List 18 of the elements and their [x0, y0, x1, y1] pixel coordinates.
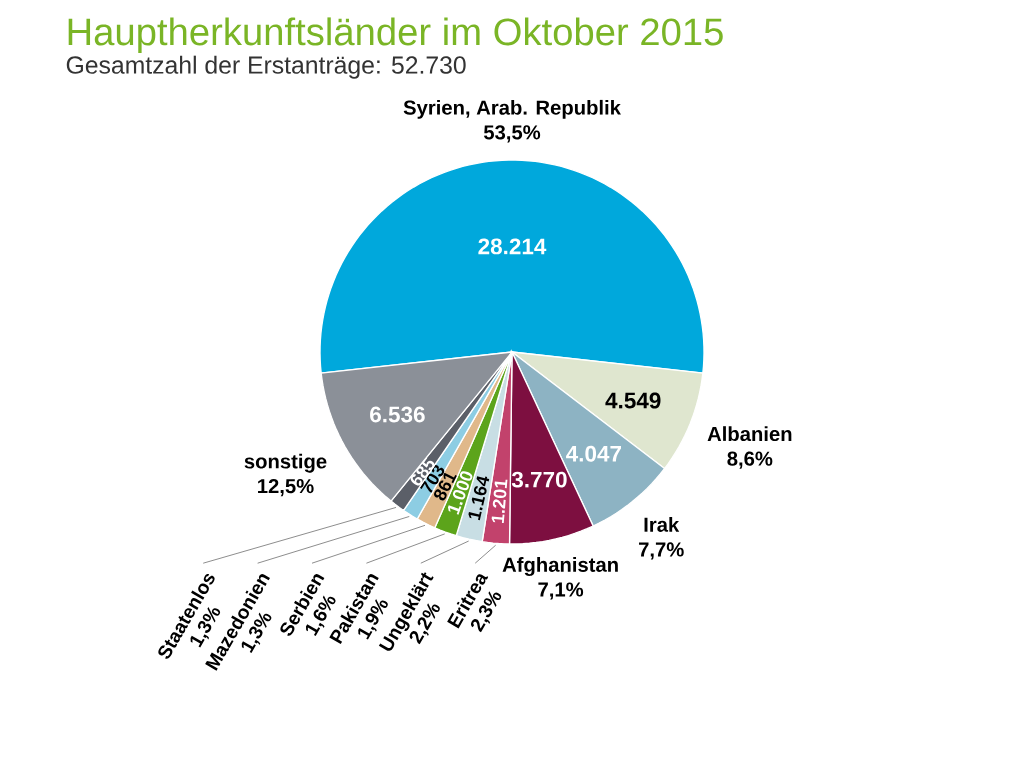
- data-label: 3.770: [511, 471, 567, 488]
- text: 8,6%: [727, 451, 773, 469]
- data-label: 1.201: [491, 479, 508, 524]
- chart-subtitle: Gesamtzahl der Erstanträge: 52.730: [66, 55, 466, 79]
- slice-label: Syrien, Arab. Republik: [403, 99, 621, 119]
- data-label: 4.047: [566, 445, 622, 462]
- text: 7,7%: [639, 542, 684, 560]
- slice-label: Afghanistan: [502, 557, 618, 577]
- data-label: 6.536: [370, 406, 425, 423]
- text: 12,5%: [258, 478, 314, 497]
- slice-label: Irak: [644, 517, 680, 532]
- data-label: 28.214: [478, 238, 547, 255]
- slice-label: sonstige: [244, 453, 327, 473]
- chart-title: Hauptherkunftsländer im Oktober 2015: [68, 17, 723, 54]
- text: 7,1%: [538, 582, 584, 600]
- text: 53,5%: [483, 125, 541, 143]
- slice-label: Albanien: [707, 426, 792, 442]
- data-label: 4.549: [605, 392, 661, 409]
